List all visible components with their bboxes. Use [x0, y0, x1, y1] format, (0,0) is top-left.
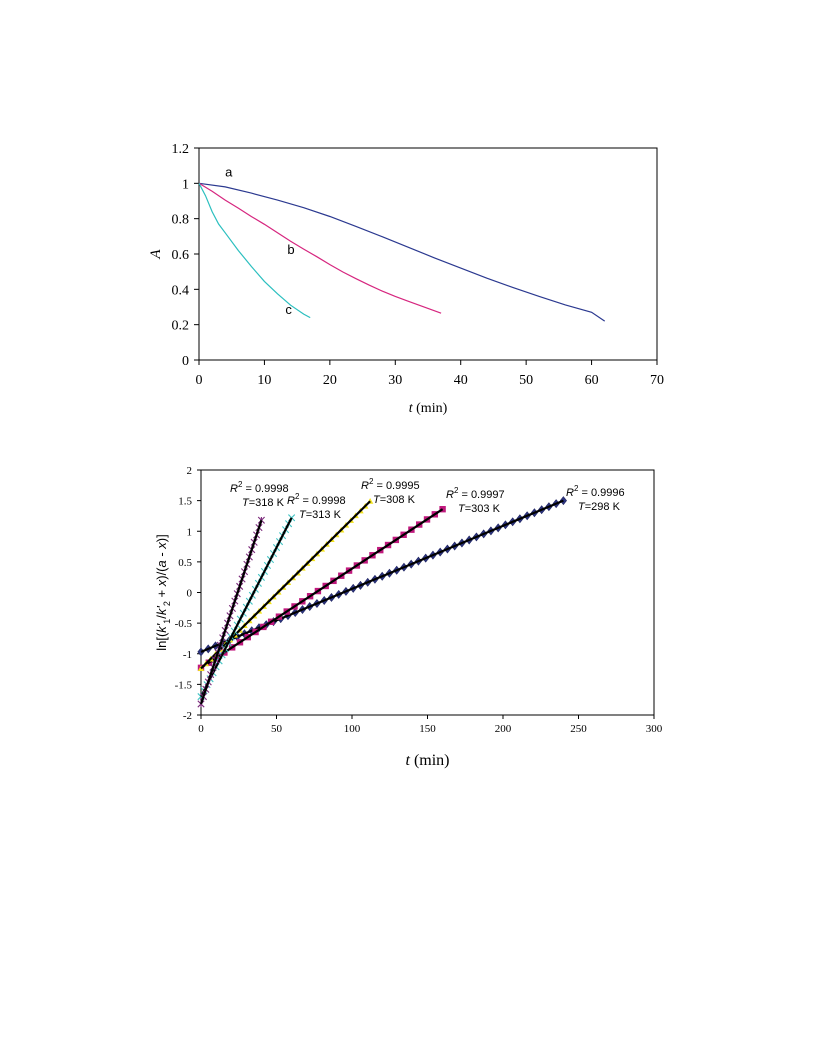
- series-label-b: b: [287, 242, 294, 257]
- y-tick-label: 0: [182, 354, 189, 369]
- y-tick-label: -1: [183, 649, 192, 661]
- x-tick-label: 150: [419, 723, 436, 735]
- x-tick-label: 200: [495, 723, 512, 735]
- y-axis-label: A: [148, 249, 164, 260]
- plot-area: [198, 147, 658, 361]
- series-label-a: a: [225, 164, 233, 179]
- y-tick-label: 0.4: [172, 283, 190, 298]
- y-tick-label: 1.2: [172, 142, 190, 157]
- x-tick-label: 50: [519, 373, 533, 388]
- y-tick-label: 0: [187, 588, 193, 600]
- y-axis-label: ln[(k'1/k'2 + x)/(a - x)]: [154, 534, 172, 651]
- y-tick-label: -0.5: [175, 618, 193, 630]
- series-label-c: c: [285, 302, 292, 317]
- series-line-c: [198, 183, 311, 319]
- fit-line-303K: [200, 508, 444, 669]
- r2-annotation-318K: R2 = 0.9998: [230, 480, 289, 495]
- y-tick-label: 0.8: [172, 213, 190, 228]
- decay-curves-chart: 0 0.2 0.4 0.6 0.8 1 1.2 0 10 20 30 40 50 60 70 t (min) A…: [0, 130, 816, 420]
- fit-line-318K: [199, 519, 263, 705]
- fit-line-313K: [200, 517, 293, 698]
- y-tick-label: 2: [187, 465, 193, 477]
- y-tick-label: 0.6: [172, 248, 190, 263]
- series-line-a: [198, 182, 606, 322]
- y-tick-label: 1: [182, 177, 189, 192]
- temp-annotation-298K: T=298 K: [578, 501, 621, 513]
- x-tick-label: 10: [257, 373, 271, 388]
- x-tick-label: 20: [323, 373, 337, 388]
- temp-annotation-313K: T=313 K: [299, 509, 342, 521]
- y-tick-label: 0.5: [178, 557, 192, 569]
- x-tick-label: 0: [196, 373, 203, 388]
- y-tick-label: -1.5: [175, 679, 193, 691]
- temp-annotation-303K: T=303 K: [458, 503, 501, 515]
- y-tick-label: 0.2: [172, 319, 190, 334]
- temp-annotation-318K: T=318 K: [242, 497, 285, 509]
- x-tick-label: 50: [271, 723, 283, 735]
- temp-annotation-308K: T=308 K: [373, 494, 416, 506]
- linear-fit-chart: -2 -1.5 -1 -0.5 0 0.5 1 1.5 2 0 50 100 150 200 250 300 t…: [0, 455, 816, 775]
- x-axis-label: t (min): [409, 401, 448, 416]
- x-tick-label: 60: [585, 373, 599, 388]
- r2-annotation-313K: R2 = 0.9998: [287, 492, 346, 507]
- r2-annotation-298K: R2 = 0.9996: [566, 484, 625, 499]
- y-tick-label: 1.5: [178, 496, 192, 508]
- x-tick-label: 40: [454, 373, 468, 388]
- x-tick-label: 100: [344, 723, 361, 735]
- x-tick-label: 70: [650, 373, 664, 388]
- y-tick-label: 1: [187, 526, 193, 538]
- x-tick-label: 30: [388, 373, 402, 388]
- x-tick-label: 300: [646, 723, 663, 735]
- x-axis-label: t (min): [406, 752, 450, 769]
- series-line-b: [198, 182, 442, 314]
- y-tick-label: -2: [183, 710, 192, 722]
- r2-annotation-303K: R2 = 0.9997: [446, 486, 505, 501]
- x-tick-label: 0: [198, 723, 204, 735]
- x-tick-label: 250: [570, 723, 587, 735]
- r2-annotation-308K: R2 = 0.9995: [361, 477, 420, 492]
